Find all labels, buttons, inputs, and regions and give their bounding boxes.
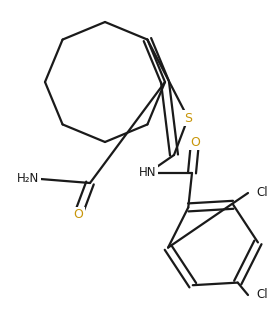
- Text: H₂N: H₂N: [17, 171, 39, 185]
- Text: Cl: Cl: [256, 186, 268, 200]
- Text: Cl: Cl: [256, 289, 268, 302]
- Text: O: O: [190, 136, 200, 149]
- Text: S: S: [184, 111, 192, 125]
- Text: O: O: [73, 209, 83, 221]
- Text: HN: HN: [139, 167, 157, 180]
